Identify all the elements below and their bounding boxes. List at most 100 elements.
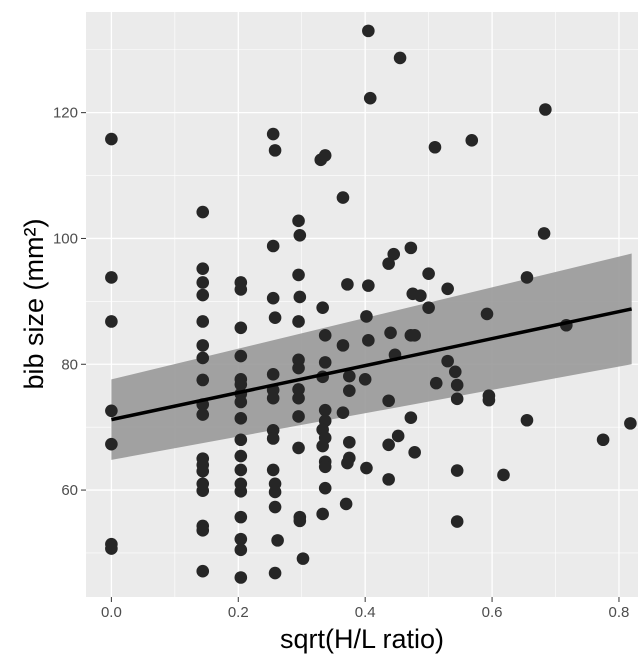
fit-line-group bbox=[111, 307, 633, 422]
y-axis-title: bib size (mm²) bbox=[19, 218, 49, 389]
data-point bbox=[596, 433, 610, 447]
data-point bbox=[105, 315, 118, 328]
data-point bbox=[268, 500, 282, 514]
data-point bbox=[292, 214, 305, 228]
data-point bbox=[234, 283, 248, 296]
data-point bbox=[341, 278, 354, 291]
x-axis: 0.0 0.2 0.4 0.6 0.8 bbox=[101, 597, 629, 621]
data-point bbox=[450, 392, 464, 406]
data-point bbox=[391, 429, 405, 443]
data-point bbox=[292, 383, 305, 396]
data-point bbox=[196, 288, 210, 302]
data-point bbox=[624, 417, 637, 430]
data-point bbox=[268, 485, 282, 499]
data-point bbox=[404, 241, 418, 255]
data-point bbox=[318, 403, 332, 417]
data-point bbox=[234, 510, 248, 524]
data-point bbox=[234, 433, 248, 447]
data-point bbox=[393, 51, 407, 65]
data-point bbox=[234, 349, 248, 363]
data-point bbox=[196, 315, 210, 328]
data-point bbox=[360, 461, 373, 475]
data-point bbox=[196, 464, 210, 478]
data-point bbox=[234, 571, 248, 584]
data-point bbox=[363, 91, 377, 105]
data-point bbox=[292, 268, 305, 282]
data-point bbox=[196, 408, 210, 421]
data-point bbox=[450, 464, 464, 477]
data-point bbox=[196, 373, 210, 387]
data-point bbox=[384, 326, 397, 340]
data-point bbox=[196, 276, 210, 289]
data-point bbox=[292, 391, 305, 405]
regression-line bbox=[111, 307, 633, 422]
data-point bbox=[537, 227, 551, 240]
data-point bbox=[196, 564, 210, 578]
confidence-band-group bbox=[111, 253, 632, 460]
data-point bbox=[465, 134, 479, 147]
data-point bbox=[293, 229, 307, 242]
data-point bbox=[450, 378, 464, 392]
x-tick-label: 0.2 bbox=[228, 604, 249, 621]
data-point bbox=[382, 394, 395, 408]
data-point bbox=[266, 463, 280, 477]
data-point bbox=[293, 290, 307, 304]
data-point bbox=[268, 144, 282, 157]
data-point bbox=[336, 339, 350, 352]
data-point bbox=[520, 413, 534, 427]
data-point bbox=[196, 205, 210, 219]
data-point bbox=[318, 356, 332, 369]
x-tick-label: 0.8 bbox=[609, 604, 630, 621]
data-point bbox=[422, 301, 435, 314]
data-point bbox=[292, 315, 305, 328]
x-axis-title: sqrt(H/L ratio) bbox=[280, 624, 444, 654]
data-point bbox=[292, 441, 305, 455]
data-point bbox=[105, 437, 118, 451]
data-point bbox=[271, 534, 284, 547]
data-point bbox=[387, 247, 401, 261]
data-point bbox=[266, 368, 280, 381]
data-point bbox=[448, 365, 462, 379]
data-point bbox=[428, 140, 442, 154]
data-point bbox=[234, 463, 248, 477]
data-point bbox=[343, 369, 356, 383]
data-point bbox=[382, 257, 395, 270]
x-tick-label: 0.4 bbox=[355, 604, 376, 621]
data-point bbox=[196, 351, 210, 365]
data-point bbox=[358, 373, 372, 386]
data-point bbox=[268, 311, 282, 325]
data-point bbox=[234, 321, 248, 335]
data-point bbox=[318, 329, 332, 342]
data-point bbox=[382, 438, 395, 452]
data-point bbox=[360, 310, 373, 323]
data-point bbox=[441, 354, 454, 368]
data-point bbox=[292, 410, 305, 423]
data-point bbox=[296, 552, 310, 565]
data-point bbox=[482, 393, 496, 407]
data-point bbox=[408, 329, 421, 342]
data-point bbox=[520, 271, 534, 284]
data-point bbox=[266, 391, 280, 405]
data-point bbox=[196, 524, 210, 537]
data-points bbox=[105, 24, 637, 584]
data-point bbox=[316, 439, 329, 453]
data-point bbox=[339, 497, 353, 511]
data-point bbox=[196, 484, 210, 497]
data-point bbox=[234, 412, 248, 425]
y-tick-label: 80 bbox=[61, 356, 78, 373]
data-point bbox=[422, 267, 435, 280]
data-point bbox=[196, 339, 210, 352]
data-point bbox=[404, 411, 418, 425]
data-point bbox=[105, 271, 118, 284]
y-axis: 60 80 100 120 bbox=[53, 105, 86, 499]
data-point bbox=[268, 566, 282, 580]
y-tick-label: 120 bbox=[53, 105, 78, 122]
y-tick-label: 100 bbox=[53, 230, 78, 247]
data-point bbox=[234, 532, 248, 546]
data-point bbox=[408, 446, 421, 459]
confidence-band bbox=[111, 253, 632, 460]
data-point bbox=[382, 473, 395, 486]
x-tick-label: 0.0 bbox=[101, 604, 122, 621]
data-point bbox=[450, 515, 464, 528]
data-point bbox=[316, 507, 329, 521]
